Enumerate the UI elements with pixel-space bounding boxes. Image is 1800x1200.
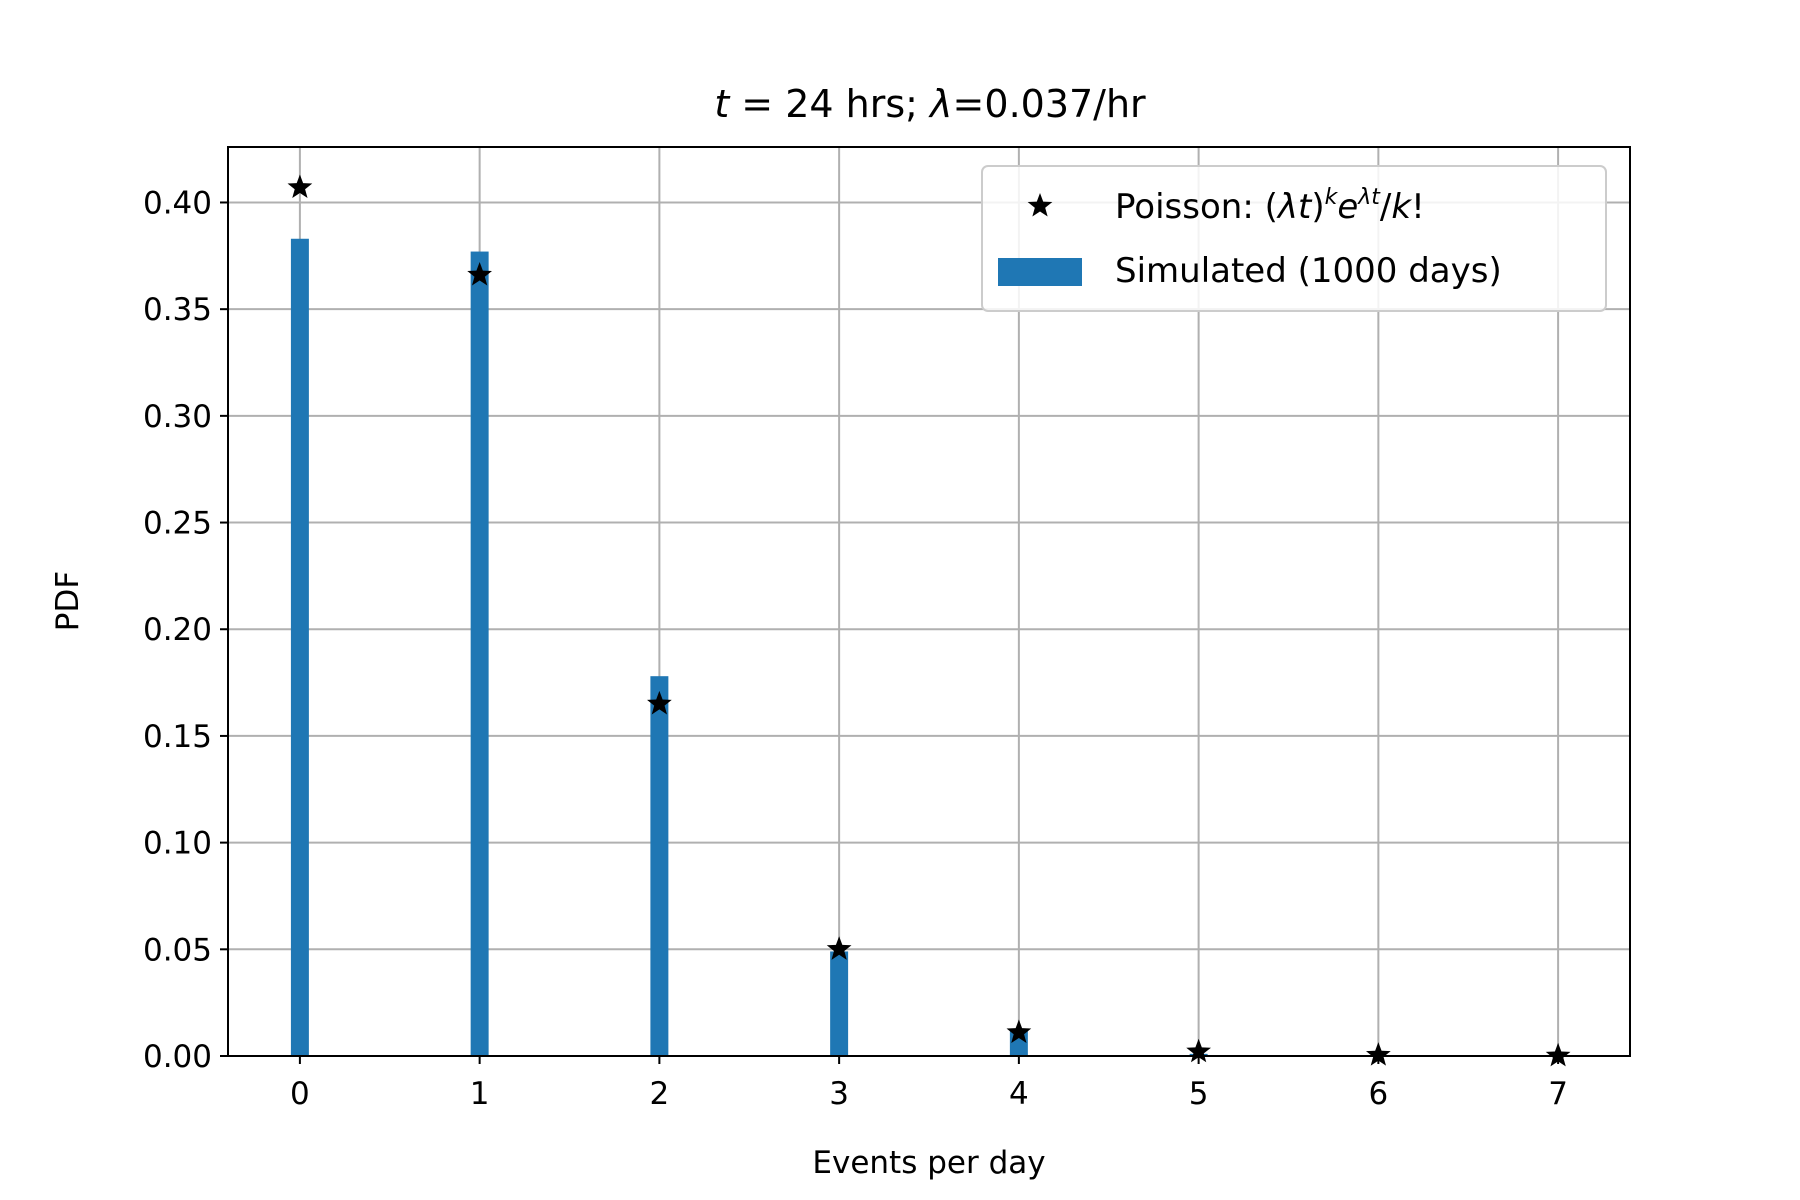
- chart-title: t = 24 hrs; λ=0.037/hr: [714, 82, 1146, 126]
- y-tick-label: 0.25: [143, 506, 212, 542]
- y-tick-label: 0.30: [143, 399, 212, 435]
- y-tick-label: 0.00: [143, 1039, 212, 1075]
- bar-simulated-3: [830, 951, 849, 1056]
- legend-simulated-label: Simulated (1000 days): [1115, 251, 1502, 291]
- y-axis-label: PDF: [50, 571, 86, 631]
- x-tick-label: 3: [829, 1076, 849, 1112]
- y-tick-label: 0.15: [143, 719, 212, 755]
- legend: Poisson: (λt)keλt/k! Simulated (1000 day…: [981, 165, 1607, 312]
- bars-simulated: [290, 238, 1208, 1056]
- x-tick-label: 5: [1189, 1076, 1209, 1112]
- plot-area: [227, 146, 1631, 1057]
- bar-simulated-0: [290, 238, 309, 1056]
- marker-poisson-3: [826, 936, 852, 960]
- y-axis-ticks: 0.00 0.05 0.10 0.15 0.20 0.25 0.30 0.35 0.40: [143, 185, 228, 1075]
- x-axis-ticks: 0 1 2 3 4 5 6 7: [290, 1056, 1568, 1112]
- legend-simulated-swatch: [998, 258, 1082, 286]
- x-tick-label: 2: [650, 1076, 670, 1112]
- marker-poisson-1: [467, 262, 492, 286]
- x-tick-label: 4: [1009, 1076, 1029, 1112]
- marker-poisson-5: [1186, 1038, 1211, 1063]
- marker-poisson-7: [1545, 1042, 1571, 1067]
- legend-poisson-marker: [1027, 193, 1053, 217]
- y-tick-label: 0.10: [143, 826, 212, 862]
- marker-poisson-6: [1366, 1042, 1391, 1066]
- x-axis-label: Events per day: [812, 1145, 1045, 1181]
- x-tick-label: 6: [1368, 1076, 1388, 1112]
- bar-simulated-2: [650, 676, 669, 1056]
- y-tick-label: 0.20: [143, 612, 212, 648]
- y-tick-label: 0.35: [143, 292, 212, 328]
- marker-poisson-4: [1006, 1019, 1032, 1044]
- x-tick-label: 0: [290, 1076, 310, 1112]
- x-tick-label: 7: [1548, 1076, 1568, 1112]
- bar-simulated-1: [470, 251, 489, 1056]
- legend-poisson-label: Poisson: (λt)keλt/k!: [1115, 185, 1425, 227]
- x-tick-label: 1: [470, 1076, 490, 1112]
- y-tick-label: 0.05: [143, 932, 212, 968]
- y-tick-label: 0.40: [143, 185, 212, 221]
- legend-box: [981, 165, 1607, 312]
- marker-poisson-2: [647, 690, 672, 715]
- marker-poisson-0: [287, 174, 313, 199]
- markers-poisson: [287, 174, 1571, 1067]
